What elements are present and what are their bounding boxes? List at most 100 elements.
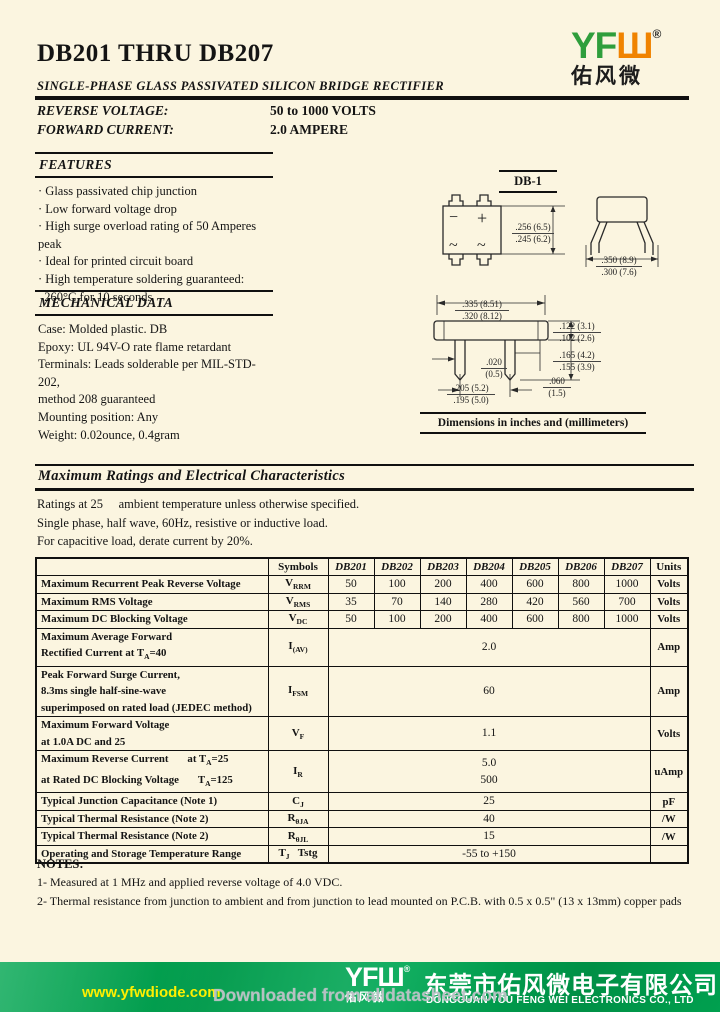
value-cell: 600: [511, 610, 559, 629]
symbol-cell: I(AV): [267, 627, 329, 667]
symbol-cell: RθJL: [267, 827, 329, 846]
footer-banner: www.yfwdiode.com YFШ® 佑风微 东莞市佑风微电子有限公司 D…: [0, 962, 720, 1012]
mechanical-item: Epoxy: UL 94V-O rate flame retardant: [38, 339, 232, 354]
merged-value-cell: 2.0: [327, 627, 651, 667]
ac1-symbol: ~: [449, 237, 458, 254]
unit-cell: [649, 844, 689, 864]
dim-lead-offset: .060 (1.5): [543, 376, 571, 399]
features-list: · Glass passivated chip junction · Low fo…: [35, 178, 273, 306]
plus-symbol: +: [477, 208, 487, 228]
table-row: Maximum Forward Voltage at 1.0A DC and 25…: [35, 716, 689, 752]
value-cell: 1000: [603, 610, 651, 629]
value-cell: 140: [419, 592, 467, 611]
table-row: Typical Thermal Resistance (Note 2) RθJL 1…: [35, 827, 689, 846]
value-cell: 700: [603, 592, 651, 611]
header-part-number: DB203: [419, 557, 467, 576]
mechanical-item: Case: Molded plastic. DB: [38, 322, 168, 336]
symbol-cell: IFSM: [267, 665, 329, 718]
header-part-number: DB202: [373, 557, 421, 576]
value-cell: 100: [373, 610, 421, 629]
footer-registered-mark-icon: ®: [403, 964, 411, 974]
table-row: Maximum RMS Voltage VRMS 35 70 140 280 420 560 7…: [35, 592, 689, 611]
feature-item: · Glass passivated chip junction: [38, 184, 197, 198]
value-cell: 70: [373, 592, 421, 611]
table-header-row: Symbols DB201 DB202 DB203 DB204 DB205 DB206 DB2…: [35, 557, 689, 576]
header-parameter: [35, 557, 269, 576]
package-front-view-drawing: [432, 295, 580, 397]
symbol-cell: VRRM: [267, 575, 329, 594]
header-part-number: DB205: [511, 557, 559, 576]
value-cell: 1000: [603, 575, 651, 594]
dim-lead-pitch: .205 (5.2) .195 (5.0): [447, 383, 495, 406]
value-cell: 200: [419, 575, 467, 594]
dim-lead-length: .165 (4.2) .155 (3.9): [553, 350, 601, 373]
symbol-cell: VF: [267, 716, 329, 752]
value-cell: 280: [465, 592, 513, 611]
note-line: 2- Thermal resistance from junction to a…: [37, 893, 682, 908]
value-cell: 35: [327, 592, 375, 611]
dim-body-thickness: .122 (3.1) .102 (2.6): [553, 321, 601, 344]
value-cell: 800: [557, 575, 605, 594]
header-part-number: DB201: [327, 557, 375, 576]
unit-cell: Volts: [649, 716, 689, 752]
ratings-heading: Maximum Ratings and Electrical Character…: [35, 464, 694, 491]
table-row: Maximum Reverse Current at TA=25 at Rated…: [35, 750, 689, 794]
feature-item: 260°C for 10 seconds: [38, 289, 153, 304]
unit-cell: /W: [649, 809, 689, 829]
dim-side-width: .350 (8.9) .300 (7.6): [596, 255, 642, 278]
package-side-view-drawing: [585, 196, 659, 267]
value-cell: 420: [511, 592, 559, 611]
symbol-cell: IR: [267, 750, 329, 794]
ac2-symbol: ~: [477, 237, 486, 254]
parameter-cell: Peak Forward Surge Current, 8.3ms single …: [35, 665, 269, 718]
table-row: Peak Forward Surge Current, 8.3ms single …: [35, 665, 689, 718]
brand-logo-text: YFШ®: [571, 25, 661, 66]
table-row: Maximum DC Blocking Voltage VDC 50 100 200 40…: [35, 610, 689, 629]
header-part-number: DB207: [603, 557, 651, 576]
merged-value-cell: 15: [327, 827, 651, 846]
ratings-table: Symbols DB201 DB202 DB203 DB204 DB205 DB206 DB2…: [35, 557, 689, 865]
parameter-cell: Maximum Reverse Current at TA=25 at Rated…: [35, 750, 269, 794]
dim-lead-width: .020 (0.5): [481, 357, 507, 380]
footer-logo-chinese: 佑风微: [345, 990, 386, 1004]
header-part-number: DB204: [465, 557, 513, 576]
parameter-cell: Typical Junction Capacitance (Note 1): [35, 792, 269, 811]
header-divider: [35, 96, 689, 100]
table-row: Typical Thermal Resistance (Note 2) RθJA 4…: [35, 809, 689, 829]
unit-cell: /W: [649, 827, 689, 846]
unit-cell: Volts: [649, 575, 689, 594]
page-title: DB201 THRU DB207: [37, 40, 274, 67]
parameter-cell: Operating and Storage Temperature Range: [35, 844, 269, 864]
value-cell: 600: [511, 575, 559, 594]
feature-item: · Low forward voltage drop: [38, 201, 177, 216]
unit-cell: Amp: [649, 627, 689, 667]
parameter-cell: Maximum RMS Voltage: [35, 592, 269, 611]
footer-website-link: www.yfwdiode.com: [82, 984, 221, 1001]
parameter-cell: Maximum Forward Voltage at 1.0A DC and 25: [35, 716, 269, 752]
merged-value-cell: 60: [327, 665, 651, 718]
notes-section: NOTES: 1- Measured at 1 MHz and applied …: [37, 855, 682, 910]
mechanical-list: Case: Molded plastic. DB Epoxy: UL 94V-O …: [35, 316, 273, 444]
minus-symbol: −: [449, 209, 458, 226]
unit-cell: Volts: [649, 592, 689, 611]
value-cell: 100: [373, 575, 421, 594]
value-cell: 800: [557, 610, 605, 629]
footer-logo-text: YFШ®: [345, 962, 411, 992]
symbol-cell: CJ: [267, 792, 329, 811]
value-cell: 560: [557, 592, 605, 611]
note-line: 1- Measured at 1 MHz and applied reverse…: [37, 875, 343, 889]
ratings-table-wrapper: Symbols DB201 DB202 DB203 DB204 DB205 DB206 DB2…: [35, 557, 689, 865]
value-cell: 200: [419, 610, 467, 629]
header-part-number: DB206: [557, 557, 605, 576]
brand-logo-chinese: 佑风微: [571, 64, 643, 88]
table-row: Maximum Recurrent Peak Reverse Voltage VR…: [35, 575, 689, 594]
notes-heading: NOTES:: [37, 857, 84, 871]
notes-list: 1- Measured at 1 MHz and applied reverse…: [37, 873, 682, 910]
parameter-cell: Typical Thermal Resistance (Note 2): [35, 827, 269, 846]
symbol-cell: VRMS: [267, 592, 329, 611]
table-row: Typical Junction Capacitance (Note 1) CJ 2…: [35, 792, 689, 811]
company-name-english: DONGGUAN YOU FENG WEI ELECTRONICS CO., L…: [426, 995, 694, 1006]
mechanical-heading: MECHANICAL DATA: [35, 290, 273, 316]
value-cell: 400: [465, 575, 513, 594]
symbol-cell: VDC: [267, 610, 329, 629]
